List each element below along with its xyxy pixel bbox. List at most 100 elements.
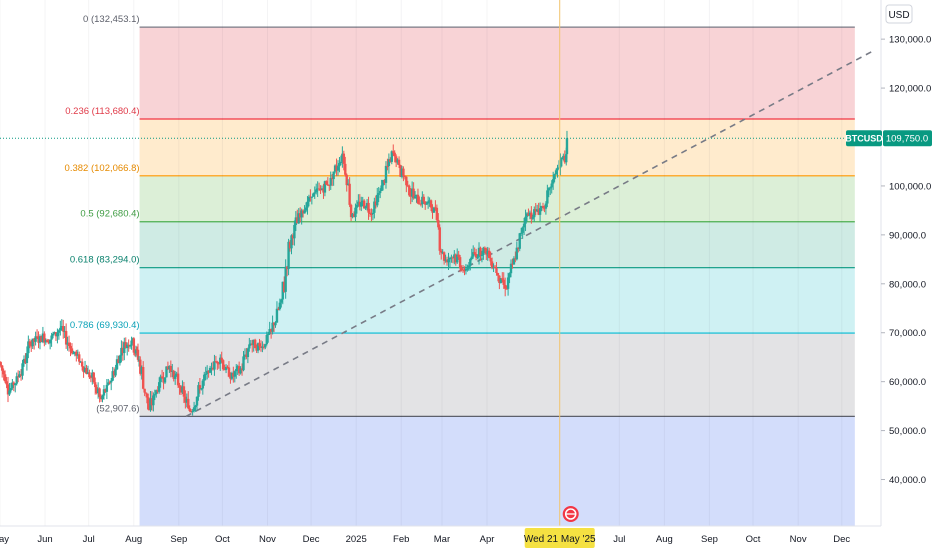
crosshair bbox=[0, 0, 881, 526]
time-axis[interactable]: May Jun Jul Aug Sep Oct Nov Dec 2025 Feb Mar Apr Jul… bbox=[0, 525, 932, 550]
candle-body bbox=[563, 155, 566, 163]
candle-body bbox=[126, 344, 129, 349]
candle-body bbox=[70, 348, 74, 354]
candle-body bbox=[53, 332, 56, 334]
candle-body bbox=[32, 338, 36, 342]
candle-body bbox=[560, 157, 564, 160]
candle-body bbox=[470, 256, 473, 260]
candle-body bbox=[531, 217, 535, 219]
candle-body bbox=[476, 256, 479, 258]
candle-body bbox=[310, 196, 314, 198]
candle-body bbox=[409, 195, 412, 197]
candle-body bbox=[54, 332, 58, 337]
candle-body bbox=[371, 212, 375, 215]
candle-body bbox=[5, 381, 8, 385]
candle-body bbox=[240, 368, 244, 371]
candle-body bbox=[221, 360, 225, 370]
candle-body bbox=[370, 213, 373, 215]
candle-body bbox=[69, 346, 72, 349]
candle-body bbox=[415, 194, 418, 197]
x-tick-label: Jul bbox=[83, 534, 95, 545]
candle-body bbox=[168, 365, 171, 370]
trend-line-path[interactable] bbox=[185, 50, 873, 418]
candle-body bbox=[149, 398, 152, 411]
price-axis[interactable]: USD 40,000.0 50,000.0 60,000.0 70,000.0 80,0… bbox=[880, 0, 932, 550]
fibonacci-retracement[interactable]: 0 (132,453.1) 0.236 (113,680.4) 0.382 (102… bbox=[65, 14, 855, 526]
candle-body bbox=[546, 190, 549, 204]
candle-body bbox=[304, 207, 308, 211]
candle-body bbox=[6, 384, 10, 395]
candle-body bbox=[141, 367, 145, 389]
trend-line[interactable] bbox=[185, 50, 873, 418]
x-tick-label: Nov bbox=[790, 534, 807, 545]
candle-body bbox=[261, 346, 264, 348]
candle-body bbox=[438, 227, 441, 251]
candle-body bbox=[431, 207, 434, 213]
x-tick-label: Apr bbox=[480, 534, 495, 545]
x-tick-label: Oct bbox=[746, 534, 761, 545]
x-tick-label: Feb bbox=[393, 534, 409, 545]
candle-body bbox=[203, 374, 206, 381]
candle-body bbox=[505, 288, 508, 290]
y-tick-label: 90,000.0 bbox=[889, 230, 926, 241]
candle-body bbox=[354, 207, 357, 218]
y-tick-label: 130,000.0 bbox=[889, 35, 931, 46]
candle-body bbox=[517, 247, 520, 249]
candlestick-series bbox=[0, 130, 569, 416]
candle-body bbox=[226, 366, 229, 368]
candle-body bbox=[549, 187, 552, 189]
candle-body bbox=[163, 377, 167, 383]
candle-body bbox=[91, 372, 94, 378]
candle-body bbox=[31, 338, 34, 347]
candle-body bbox=[464, 268, 468, 271]
candle-body bbox=[530, 212, 533, 219]
svg-text:Wed 21 May '25: Wed 21 May '25 bbox=[524, 534, 596, 545]
candle-body bbox=[277, 308, 280, 310]
candle-body bbox=[157, 382, 161, 392]
candle-body bbox=[207, 370, 210, 373]
candle-body bbox=[182, 386, 186, 397]
crosshair-date-badge: Wed 21 May '25 bbox=[524, 528, 596, 548]
candle-body bbox=[453, 254, 456, 258]
candle-body bbox=[3, 374, 7, 382]
candle-body bbox=[283, 281, 286, 292]
candle-body bbox=[232, 372, 235, 377]
x-tick-label: 2025 bbox=[346, 534, 367, 545]
last-price-badge: 109,750.0 bbox=[883, 130, 932, 147]
candle-body bbox=[335, 165, 338, 171]
candle-body bbox=[467, 265, 471, 269]
candle-body bbox=[535, 209, 539, 212]
candle-body bbox=[124, 342, 127, 349]
candle-body bbox=[554, 170, 558, 175]
candle-body bbox=[458, 257, 462, 269]
candle-body bbox=[35, 336, 39, 338]
candle-body bbox=[405, 176, 408, 186]
y-tick-label: 100,000.0 bbox=[889, 181, 931, 192]
candle-body bbox=[73, 351, 77, 354]
x-tick-label: Oct bbox=[215, 534, 230, 545]
candle-body bbox=[485, 248, 488, 255]
candle-body bbox=[150, 398, 154, 406]
candle-body bbox=[341, 153, 344, 162]
candle-body bbox=[361, 200, 364, 203]
candle-body bbox=[498, 275, 501, 284]
candle-body bbox=[262, 346, 266, 348]
candle-body bbox=[473, 252, 476, 254]
candle-body bbox=[217, 363, 220, 365]
candle-body bbox=[381, 180, 385, 186]
candle-body bbox=[139, 359, 142, 374]
candle-body bbox=[533, 209, 536, 218]
candle-body bbox=[294, 217, 298, 225]
candle-body bbox=[155, 390, 158, 395]
candle-body bbox=[211, 367, 215, 370]
candle-body bbox=[189, 411, 193, 413]
currency-button[interactable] bbox=[885, 4, 913, 24]
event-marker-icon[interactable] bbox=[562, 506, 579, 522]
candle-body bbox=[285, 266, 289, 270]
fib-zone-1 bbox=[139, 416, 855, 526]
candle-body bbox=[99, 396, 103, 400]
candle-body bbox=[62, 326, 65, 332]
candle-body bbox=[24, 358, 27, 364]
candle-body bbox=[200, 388, 203, 390]
